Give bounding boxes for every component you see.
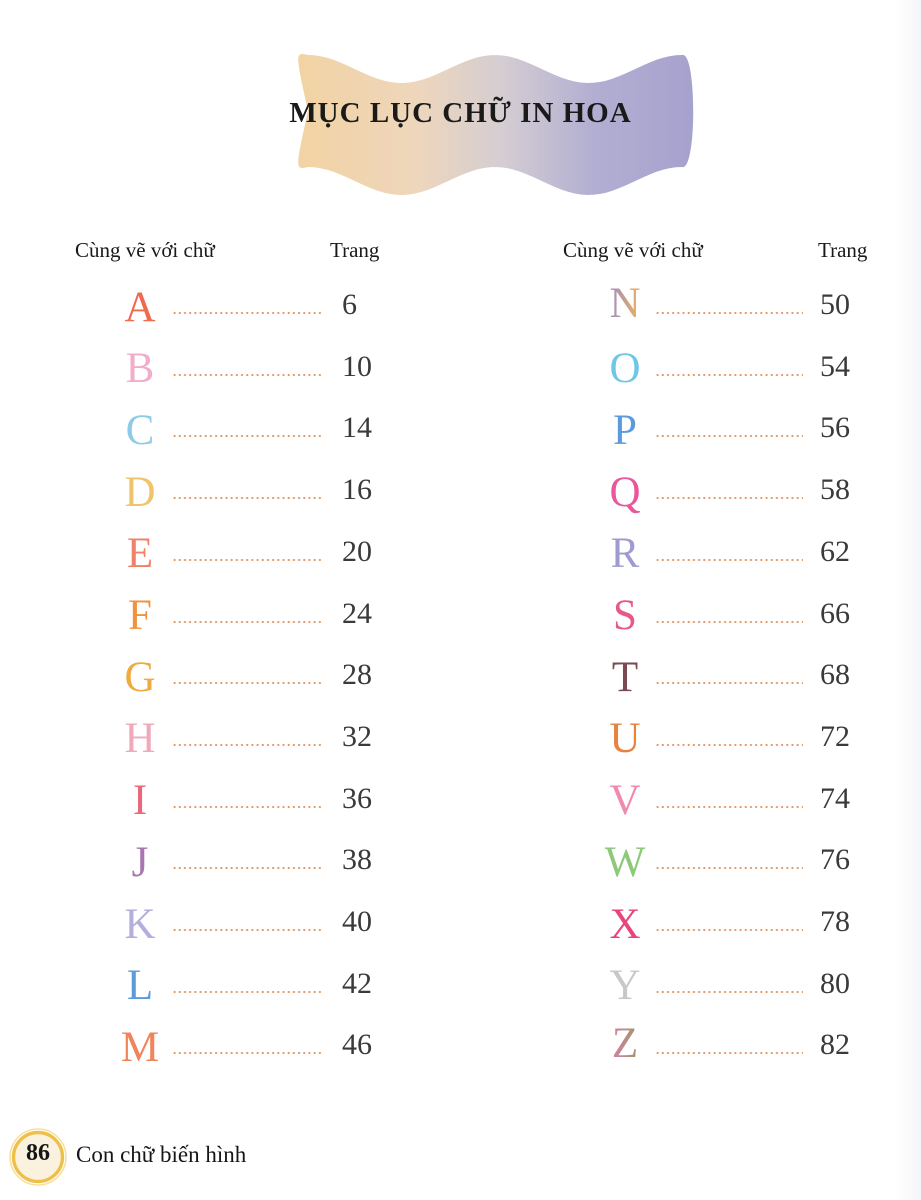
svg-text:Z: Z bbox=[612, 1023, 638, 1067]
svg-text:N: N bbox=[609, 283, 640, 327]
